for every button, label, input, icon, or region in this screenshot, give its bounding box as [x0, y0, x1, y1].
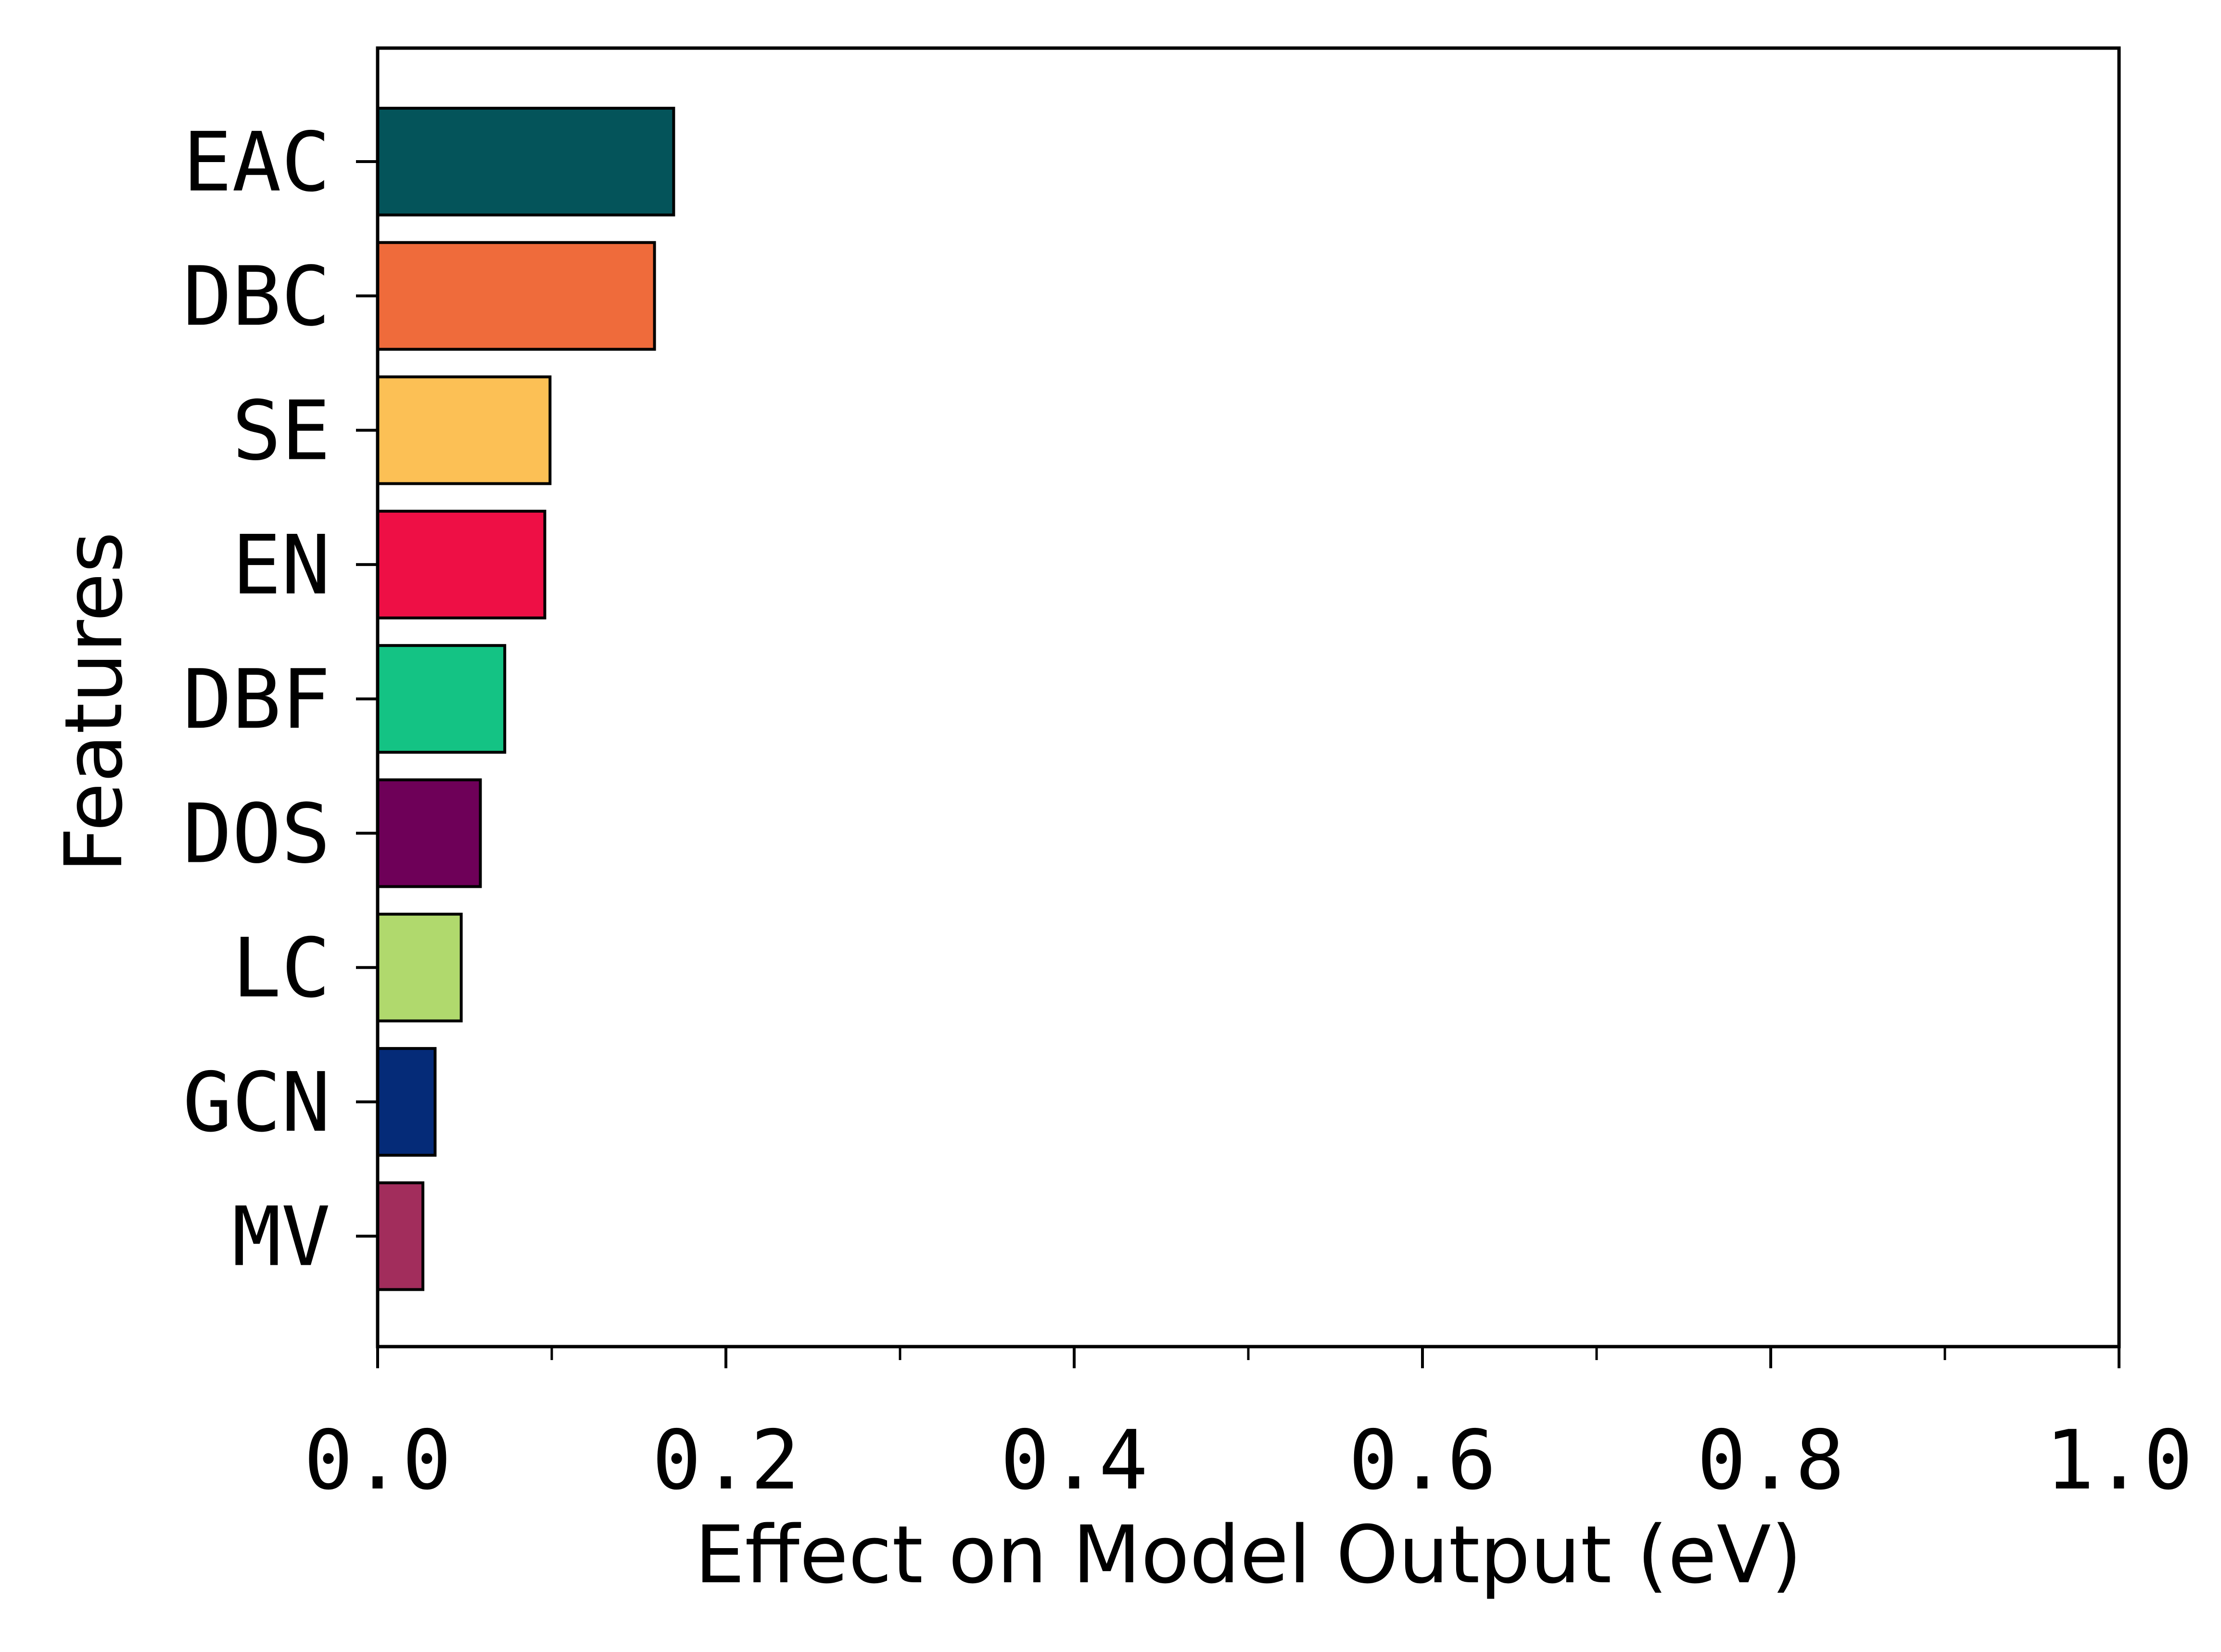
y-tick-label-se: SE [232, 384, 330, 479]
y-tick-label-eac: EAC [183, 115, 330, 210]
y-tick-label-mv: MV [232, 1189, 330, 1285]
bars-group [376, 107, 675, 1291]
y-tick-label-en: EN [232, 518, 330, 613]
x-ticks-group: 0.0 0.2 0.4 0.6 0.8 1.0 [304, 1347, 2193, 1508]
bar-dbc [376, 241, 656, 351]
x-tick-label-4: 0.8 [1697, 1413, 1844, 1508]
x-tick-label-1: 0.2 [652, 1413, 800, 1508]
y-axis-label: Features [48, 531, 140, 872]
x-tick-label-3: 0.6 [1348, 1413, 1496, 1508]
bar-gcn [376, 1047, 437, 1157]
y-tick-label-gcn: GCN [183, 1055, 330, 1150]
bar-lc [376, 912, 463, 1022]
x-tick-label-0: 0.0 [304, 1413, 451, 1508]
bar-mv [376, 1181, 425, 1291]
bar-en [376, 509, 546, 619]
y-tick-label-lc: LC [232, 921, 330, 1016]
y-tick-label-dbf: DBF [183, 652, 330, 747]
plot-frame [376, 46, 2121, 1349]
bar-eac [376, 107, 675, 216]
y-ticks-group: EAC DBC SE EN DBF DOS LC GCN MV [183, 115, 378, 1285]
bar-se [376, 375, 552, 485]
y-tick-label-dos: DOS [183, 787, 330, 882]
y-tick-label-dbc: DBC [183, 249, 330, 344]
bar-dbf [376, 644, 507, 754]
x-tick-label-2: 0.4 [1000, 1413, 1148, 1508]
bar-dos [376, 778, 482, 888]
x-tick-label-5: 1.0 [2045, 1413, 2193, 1508]
x-axis-label: Effect on Model Output (eV) [695, 1509, 1802, 1601]
